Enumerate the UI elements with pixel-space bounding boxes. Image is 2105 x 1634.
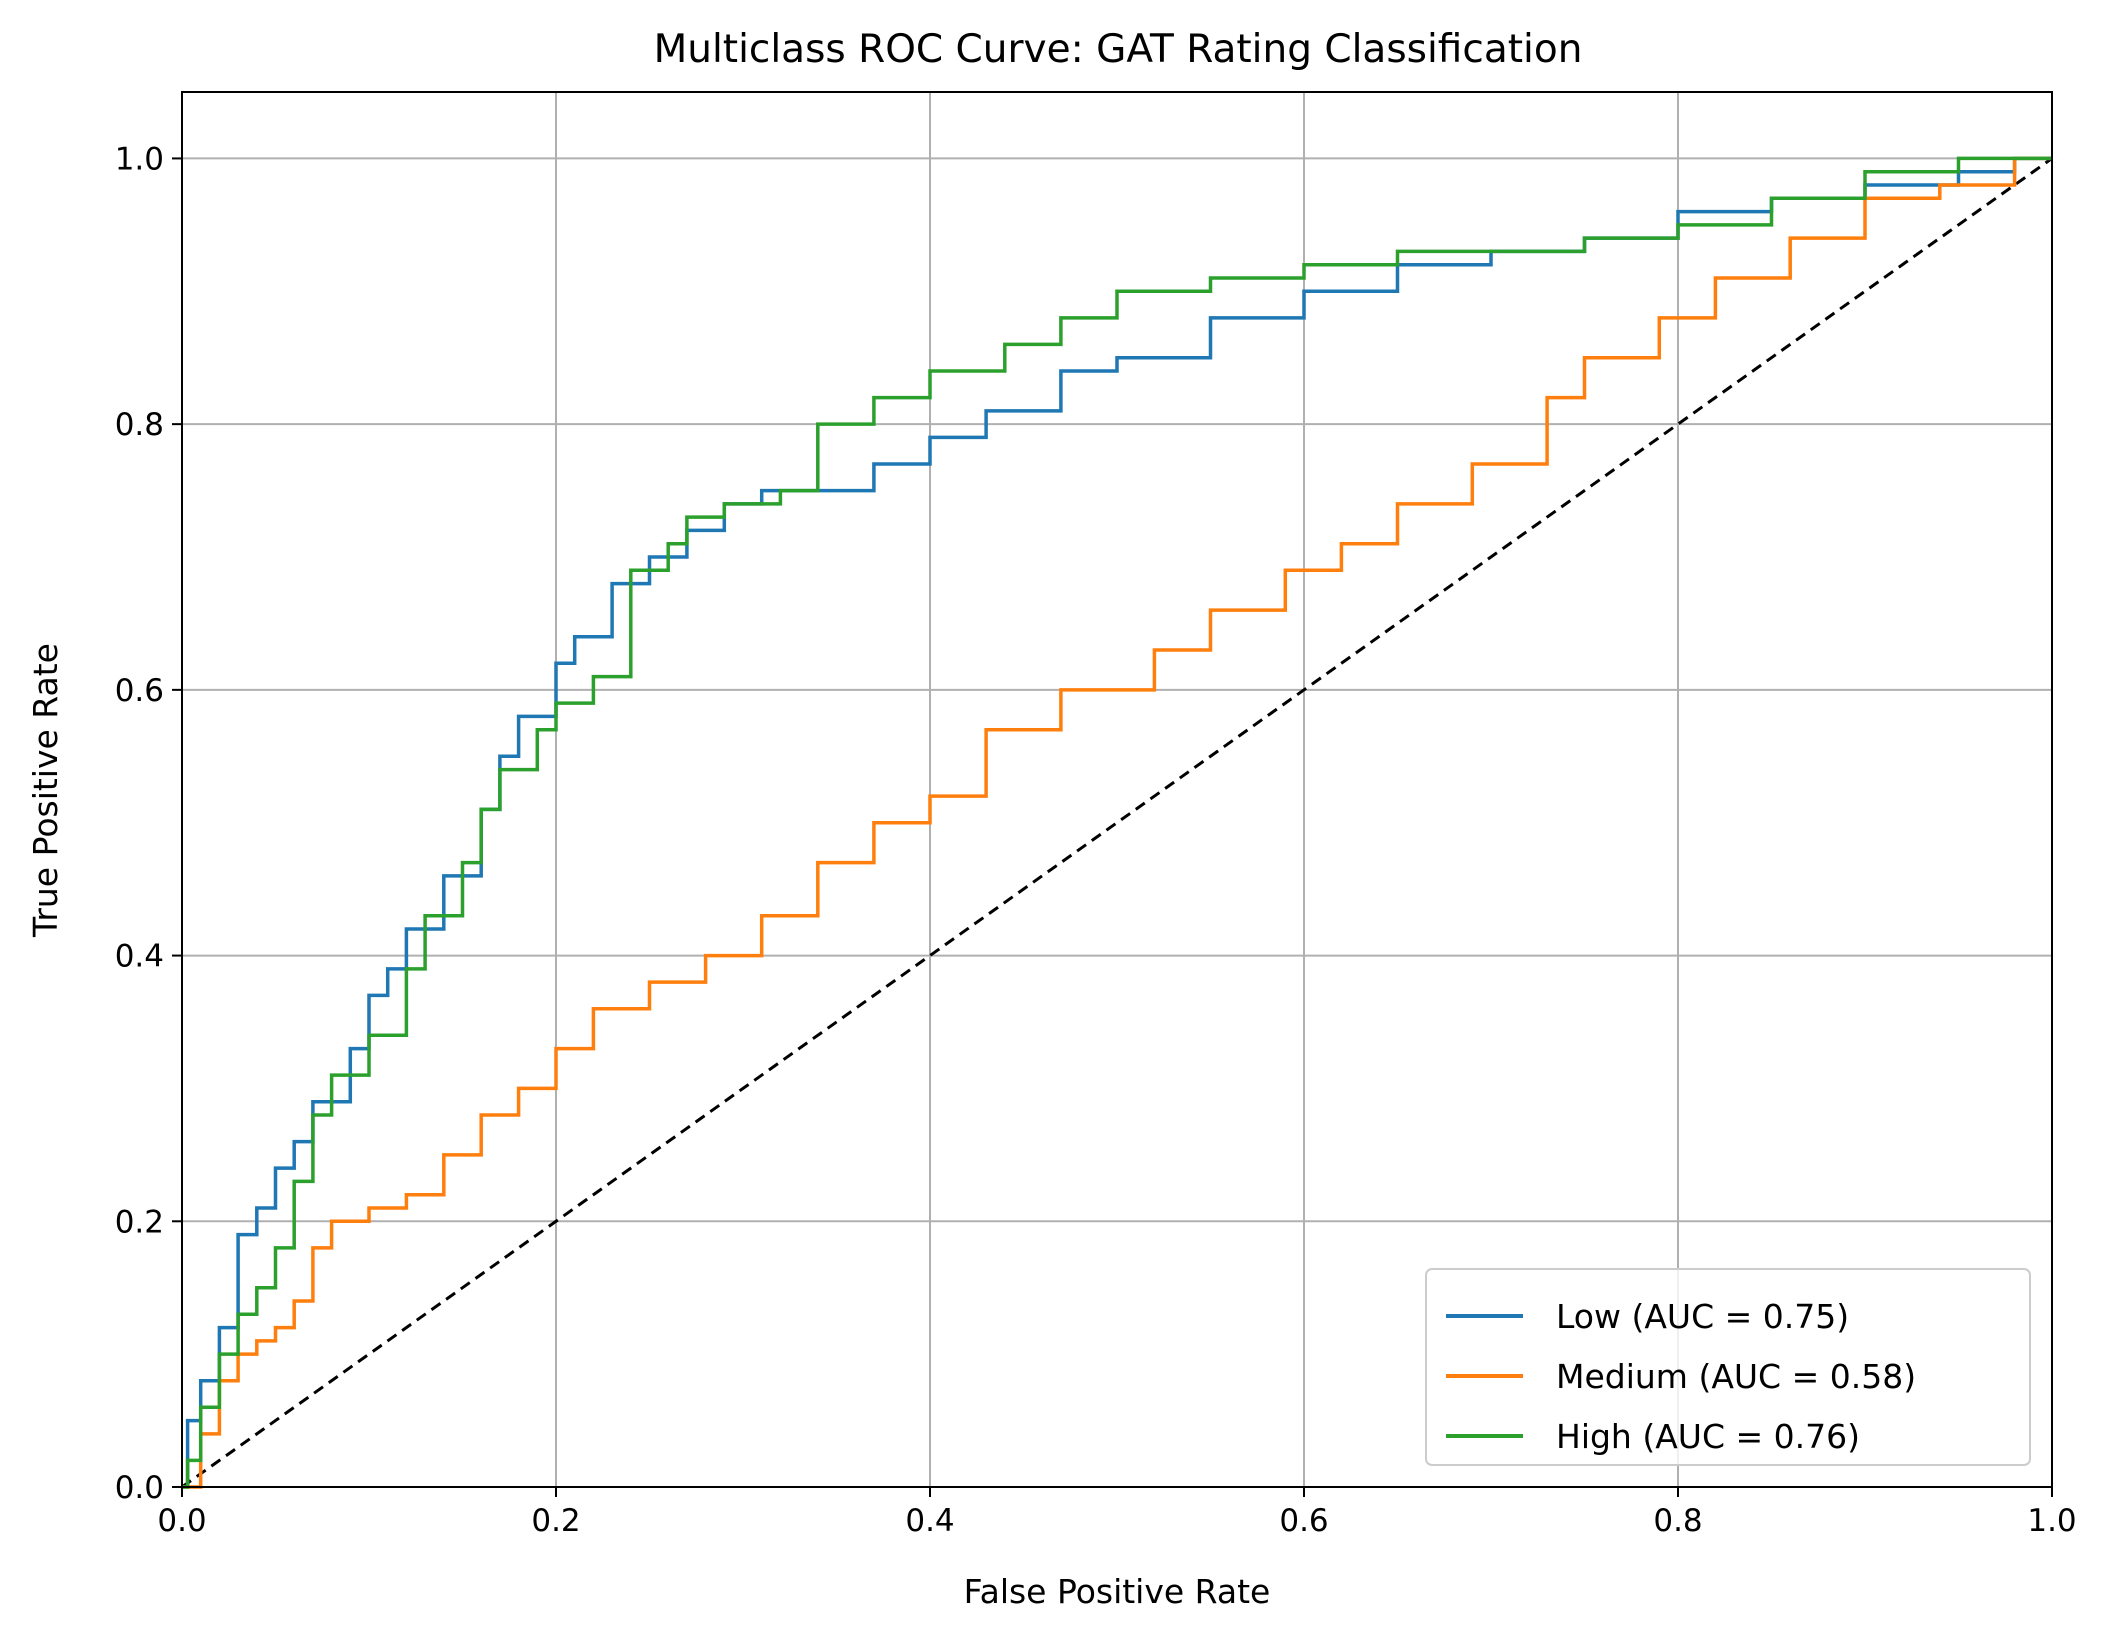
y-axis-ticks: 0.0 0.2 0.4 0.6 0.8 1.0 [115,141,182,1506]
x-tick-label: 1.0 [2027,1503,2076,1539]
chance-line-layer [181,157,2053,1489]
chart-title: Multiclass ROC Curve: GAT Rating Classif… [654,27,1583,72]
legend-box [1425,1268,2031,1466]
legend-label: High (AUC = 0.76) [1556,1417,1860,1456]
y-tick-label: 0.2 [115,1204,164,1240]
y-axis-label: True Positive Rate [26,643,65,938]
x-tick-label: 0.8 [1653,1503,1702,1539]
legend: Low (AUC = 0.75) Medium (AUC = 0.58) High … [1425,1268,2031,1466]
y-tick-label: 0.8 [115,407,164,443]
x-tick-label: 0.0 [157,1503,206,1539]
x-tick-label: 0.4 [905,1503,954,1539]
y-tick-label: 0.0 [115,1470,164,1506]
x-axis-label: False Positive Rate [964,1572,1271,1611]
series-line-high [182,156,2052,1489]
y-tick-label: 0.6 [115,673,164,709]
series-layer [182,156,2052,1489]
legend-label: Medium (AUC = 0.58) [1556,1357,1916,1396]
series-line-medium [182,156,2052,1489]
legend-label: Low (AUC = 0.75) [1556,1297,1849,1336]
y-tick-label: 1.0 [115,141,164,177]
x-tick-label: 0.2 [531,1503,580,1539]
x-tick-label: 0.6 [1279,1503,1328,1539]
y-tick-label: 0.4 [115,939,164,975]
plot-frame [181,91,2053,1488]
chance-diagonal-line [181,157,2053,1489]
x-axis-ticks: 0.0 0.2 0.4 0.6 0.8 1.0 [157,1487,2077,1539]
